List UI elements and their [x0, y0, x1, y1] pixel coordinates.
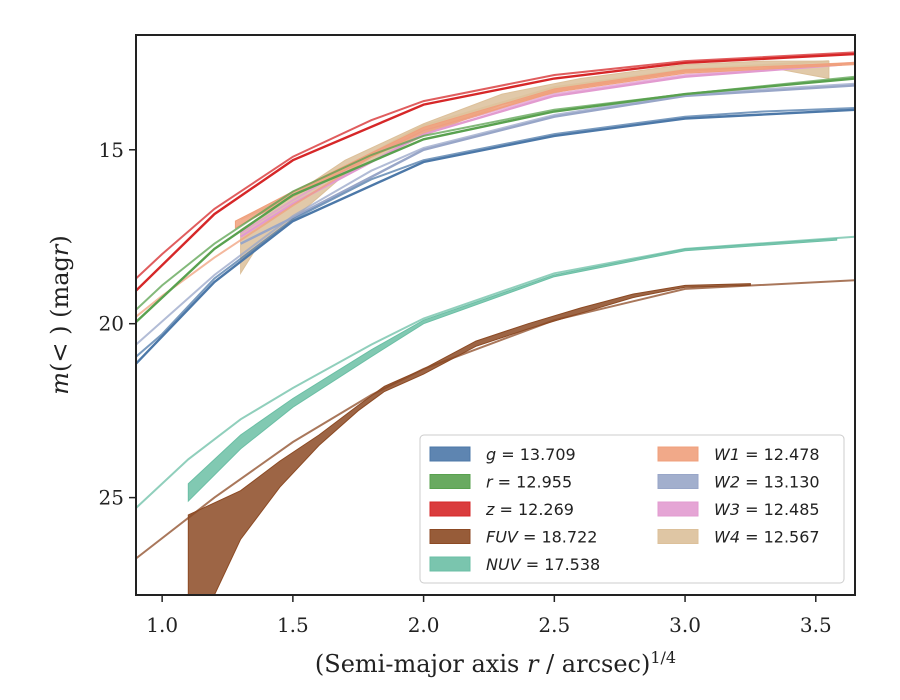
y-tick-label: 25 [99, 486, 124, 510]
series-z-model-line [136, 51, 855, 280]
legend: g = 13.709 r = 12.955 z = 12.269 FUV = 18.7… [419, 434, 845, 584]
legend-label-w3: W3 = 12.485 [714, 500, 820, 519]
series-fuv-model-line [136, 279, 855, 560]
legend-label-nuv: NUV = 17.538 [486, 555, 600, 574]
series-w1-model-line [136, 61, 855, 318]
y-axis-label: m(< ) (magr) [46, 235, 74, 395]
legend-label-w1: W1 = 12.478 [714, 445, 820, 464]
legend-label-r: r = 12.955 [486, 473, 572, 492]
series-nuv-band [187, 237, 838, 503]
x-tick-label: 1.5 [277, 613, 309, 637]
legend-swatch-g [429, 446, 471, 462]
x-axis-label: (Semi-major axis r / arcsec)1/4 [315, 648, 676, 679]
x-tick-label: 2.5 [538, 613, 570, 637]
y-tick-label: 15 [99, 138, 124, 162]
series-w3-data-line [239, 63, 842, 238]
x-tick-label: 1.0 [146, 613, 178, 637]
y-tick-label: 20 [99, 312, 124, 336]
series-nuv-model-line [136, 235, 855, 509]
x-tick-label: 3.5 [800, 613, 832, 637]
legend-swatch-z [429, 501, 471, 517]
series-z-data-line [136, 52, 855, 292]
series-w1-band [234, 62, 855, 229]
series-g-data-line [136, 108, 855, 365]
legend-label-g: g = 13.709 [486, 445, 576, 464]
legend-swatch-w4 [657, 529, 699, 544]
legend-swatch-w3 [657, 501, 699, 517]
series-g-model-line [136, 107, 855, 358]
legend-swatch-r [429, 474, 471, 489]
legend-frame [419, 434, 845, 584]
axes: 1.0 1.5 2.0 2.5 3.0 3.5 15 20 25 (Semi-major axis… [46, 34, 856, 679]
x-tick-label: 3.0 [669, 613, 701, 637]
legend-label-w4: W4 = 12.567 [714, 528, 820, 547]
series-w2-data-line [240, 84, 855, 245]
series-r-data-line [136, 77, 855, 323]
plot-area [136, 51, 855, 595]
legend-label-fuv: FUV = 18.722 [486, 528, 597, 547]
legend-swatch-w1 [657, 446, 699, 462]
legend-swatch-fuv [429, 529, 471, 544]
x-tick-label: 2.0 [408, 613, 440, 637]
axes-frame [135, 34, 856, 596]
legend-swatch-nuv [429, 556, 471, 572]
legend-label-w2: W2 = 13.130 [714, 473, 820, 492]
legend-label-z: z = 12.269 [485, 500, 574, 519]
legend-swatch-w2 [657, 474, 699, 489]
